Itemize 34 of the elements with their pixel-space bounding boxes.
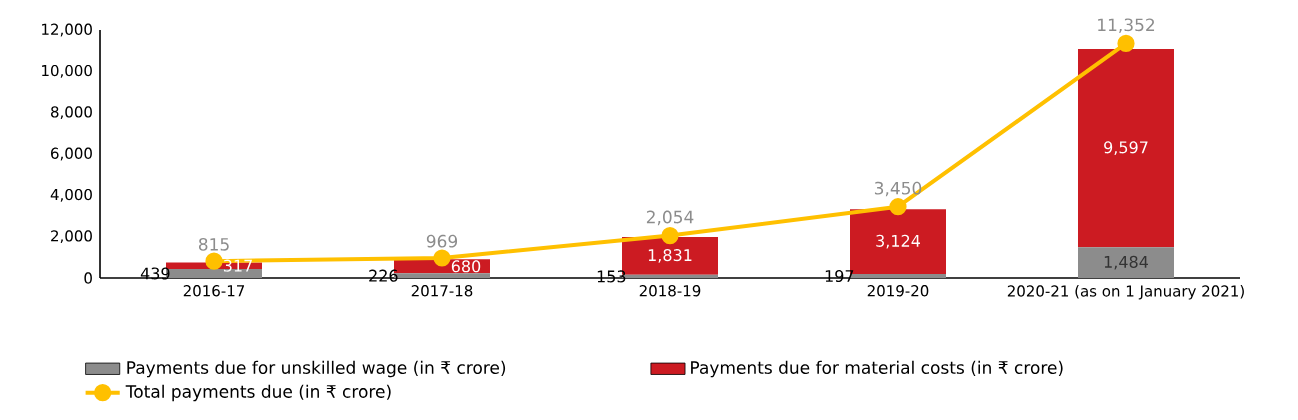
data-label: 1,831 — [648, 249, 692, 263]
point — [433, 249, 451, 267]
data-label: 9,597 — [1104, 141, 1148, 156]
y-tick-label: 4,000 — [50, 188, 92, 202]
legend-label: Total payments due (in ₹ crore) — [125, 384, 391, 402]
data-label: 969 — [426, 234, 458, 248]
y-tick-label: 2,000 — [51, 230, 92, 244]
data-label: 439 — [140, 267, 170, 280]
y-tick-label: 10,000 — [42, 64, 92, 78]
y-tick-label: 0 — [84, 272, 92, 284]
data-label: 11,352 — [1098, 18, 1155, 33]
y-tick-label: 8,000 — [51, 106, 92, 120]
point — [1117, 34, 1135, 53]
data-label: 2,054 — [646, 210, 694, 226]
point — [205, 252, 223, 270]
data-label: 3,124 — [876, 234, 920, 249]
x-tick-label: 2018-19 — [639, 285, 701, 297]
x-tick-label: 2020-21 (as on 1 January 2021) — [1007, 285, 1244, 300]
point — [889, 198, 907, 216]
x-tick-label: 2017-18 — [411, 285, 473, 297]
data-label: 680 — [451, 260, 481, 273]
x-tick-label: 2016-17 — [183, 285, 245, 297]
data-label: 317 — [223, 259, 252, 272]
data-label: 1,484 — [1104, 255, 1148, 270]
bar — [1078, 49, 1174, 248]
y-tick-label: 12,000 — [42, 23, 92, 37]
y-tick-label: 6,000 — [51, 147, 92, 161]
point — [661, 226, 679, 245]
legend-label: Payments due for unskilled wage (in ₹ crore) — [127, 360, 506, 378]
x-tick-label: 2019-20 — [867, 285, 929, 297]
data-label: 815 — [198, 237, 229, 251]
bar — [1078, 247, 1174, 278]
legend-label: Payments due for material costs (in ₹ crore) — [691, 360, 1063, 378]
data-label: 3,450 — [874, 181, 922, 197]
